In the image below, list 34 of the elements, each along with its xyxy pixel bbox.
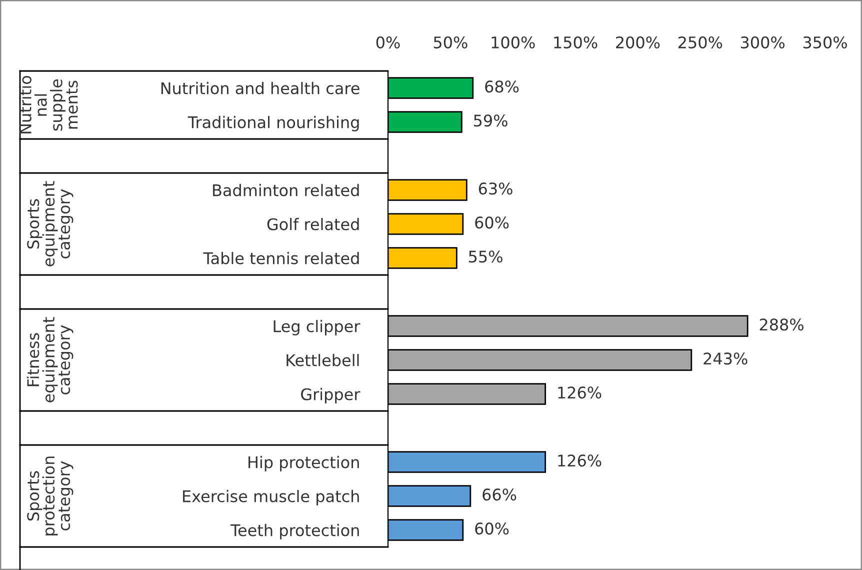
x-tick-label: 300% — [740, 36, 785, 48]
y-tick-label: Leg clipper — [274, 320, 360, 336]
x-tick-label: 350% — [803, 36, 847, 48]
y-tick-label: Golf related — [267, 218, 359, 230]
data-label: 66% — [482, 488, 516, 501]
data-label: 60% — [475, 216, 509, 229]
data-label: 55% — [469, 250, 502, 263]
x-tick-label: 100% — [492, 36, 535, 48]
y-tick-label: Traditional nourishing — [188, 116, 359, 132]
data-label: 126% — [558, 454, 602, 467]
y-tick-label: Nutrition and health care — [161, 82, 360, 94]
data-label: 68% — [485, 80, 519, 93]
y-tick-label: Table tennis related — [203, 252, 359, 264]
data-label: 60% — [475, 522, 509, 535]
text: Nutritio nal supple ments — [19, 76, 78, 134]
data-label: 288% — [760, 318, 804, 331]
data-label: 243% — [704, 352, 748, 365]
y-tick-label: Kettlebell — [286, 354, 359, 366]
x-tick-label: 150% — [554, 36, 598, 48]
text: Fitness equipment category — [26, 317, 74, 402]
y-tick-label: Hip protection — [248, 456, 359, 472]
data-label: 126% — [558, 386, 602, 399]
x-tick-label: 200% — [616, 36, 660, 48]
data-label: 63% — [478, 182, 512, 195]
text: Sports protection category — [27, 456, 74, 536]
y-tick-label: Exercise muscle patch — [183, 490, 359, 506]
y-tick-label: Gripper — [301, 388, 360, 404]
y-tick-label: Badminton related — [213, 184, 359, 196]
text: Sports equipment category — [27, 181, 74, 266]
x-tick-label: 50% — [434, 36, 468, 48]
y-tick-label: Teeth protection — [230, 524, 359, 540]
x-tick-label: 0% — [376, 36, 400, 48]
data-label: 59% — [474, 114, 508, 127]
x-tick-label: 250% — [678, 36, 722, 48]
